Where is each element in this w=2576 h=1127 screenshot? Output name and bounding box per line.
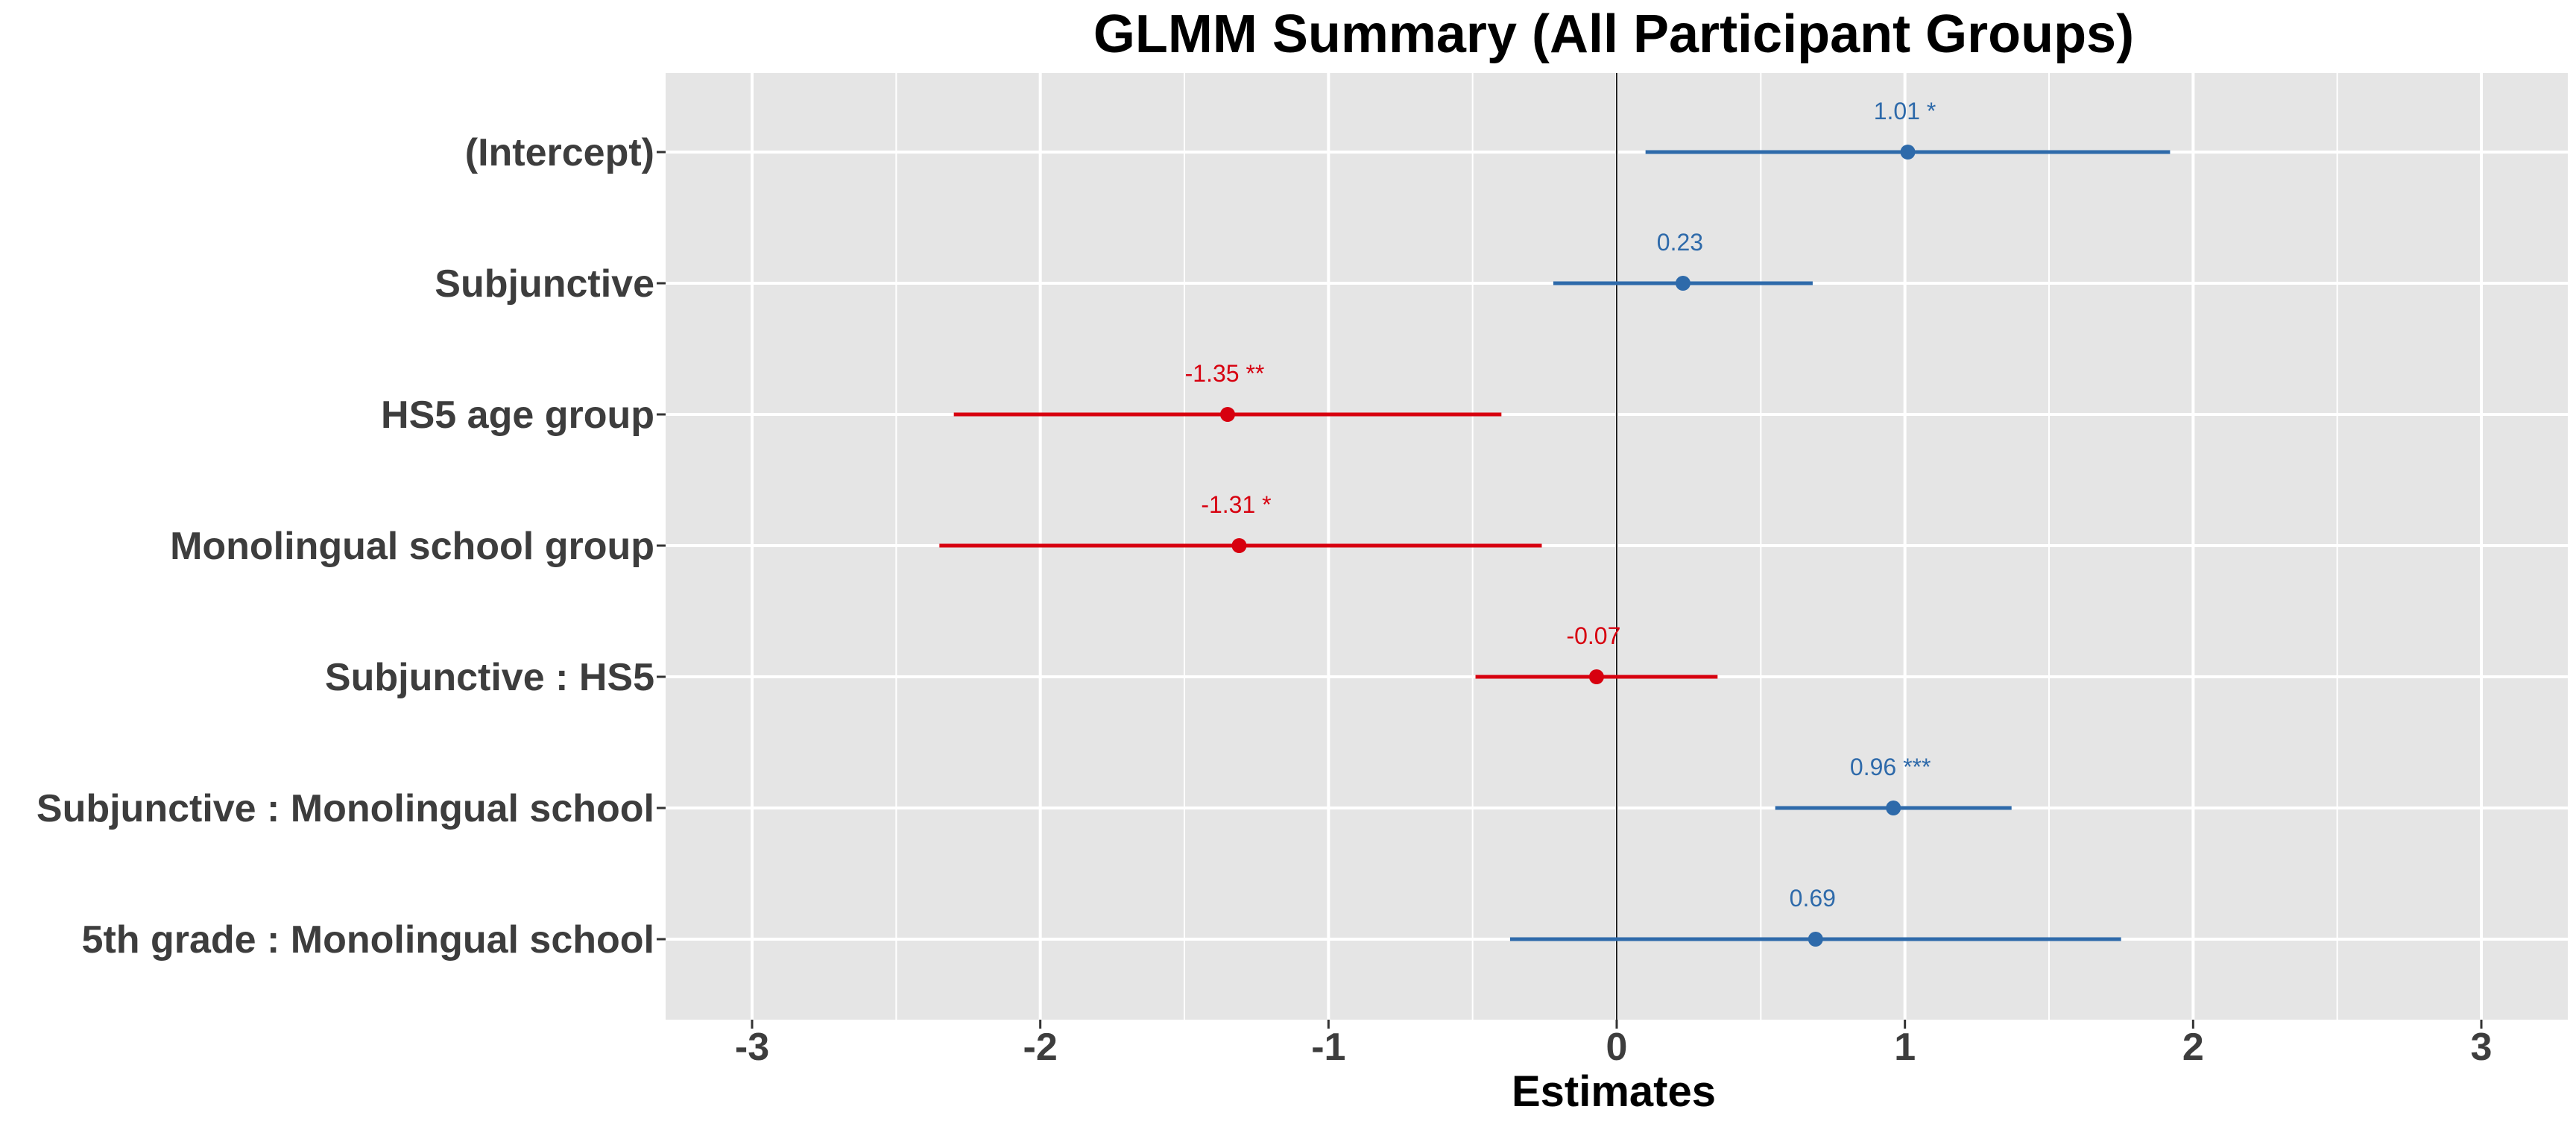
estimate-label: -1.35 ** — [1185, 360, 1265, 387]
estimate-point — [1588, 669, 1604, 684]
estimate-point — [1808, 932, 1823, 947]
y-axis: (Intercept) Subjunctive HS5 age group Monol… — [37, 131, 666, 962]
term-label: (Intercept) — [465, 131, 654, 174]
x-tick-label: 2 — [2182, 1026, 2204, 1069]
x-tick-label: -3 — [735, 1026, 769, 1069]
estimate-label: 1.01 * — [1874, 98, 1936, 124]
estimate-label: 0.23 — [1657, 229, 1703, 256]
term-label: 5th grade : Monolingual school — [82, 918, 654, 962]
x-axis-title: Estimates — [1512, 1067, 1716, 1116]
estimate-point — [1900, 145, 1916, 160]
estimate-point — [1231, 538, 1247, 553]
term-label: Subjunctive — [435, 262, 654, 306]
estimate-point — [1675, 276, 1690, 291]
x-axis: -3 -2 -1 0 1 2 3 — [735, 1020, 2493, 1069]
chart-title: GLMM Summary (All Participant Groups) — [1093, 4, 2134, 64]
estimate-point — [1886, 801, 1901, 815]
term-label: Subjunctive : HS5 — [325, 656, 654, 699]
x-tick-label: 3 — [2471, 1026, 2493, 1069]
term-label: Monolingual school group — [170, 525, 654, 568]
estimate-marks: 1.01 * 0.23 -1.35 ** -1.31 * -0.07 0.96 *** 0.… — [939, 98, 2171, 947]
estimate-label: -0.07 — [1566, 622, 1620, 649]
x-tick-label: -2 — [1023, 1026, 1058, 1069]
x-tick-label: 0 — [1606, 1026, 1628, 1069]
x-tick-label: 1 — [1894, 1026, 1916, 1069]
estimate-label: 0.96 *** — [1850, 754, 1931, 780]
estimate-label: 0.69 — [1790, 885, 1836, 912]
term-label: Subjunctive : Monolingual school — [37, 787, 654, 830]
estimate-point — [1220, 407, 1235, 422]
estimate-label: -1.31 * — [1201, 491, 1271, 518]
x-tick-label: -1 — [1311, 1026, 1345, 1069]
term-label: HS5 age group — [381, 394, 654, 437]
